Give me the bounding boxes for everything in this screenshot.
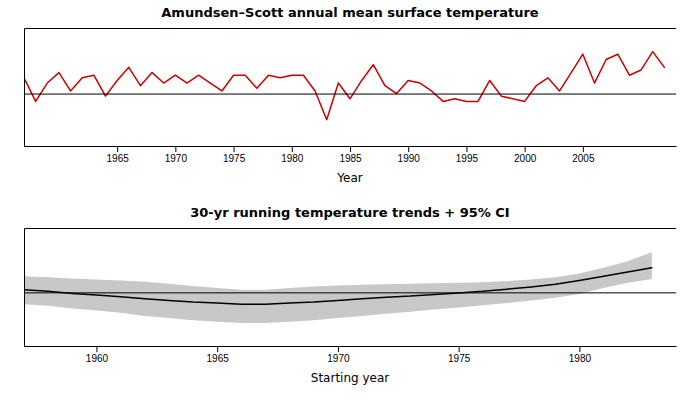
tick-label: 1985	[339, 153, 362, 164]
y-tick	[24, 292, 676, 293]
tick-mark	[408, 146, 409, 152]
grid-line	[24, 292, 676, 293]
x-tick: 1965	[207, 346, 230, 364]
tick-mark	[234, 146, 235, 152]
x-tick: 1975	[223, 146, 246, 164]
line	[24, 52, 664, 120]
x-axis: 1965 1970 1975 1980 1985 1990 1995 2000 2005	[25, 146, 677, 164]
plot-area	[24, 52, 664, 120]
x-tick: 1985	[339, 146, 362, 164]
x-tick: 1980	[569, 346, 592, 364]
x-tick: 1995	[456, 146, 479, 164]
tick-label: 1980	[281, 153, 304, 164]
panel: Amundsen–Scott annual mean surface tempe…	[24, 5, 677, 185]
tick-mark	[466, 146, 467, 152]
x-tick: 1980	[281, 146, 304, 164]
tick-mark	[292, 146, 293, 152]
x-tick: 1965	[107, 146, 130, 164]
tick-label: 1975	[223, 153, 246, 164]
y-tick	[24, 94, 676, 95]
x-axis: 1960 1965 1970 1975 1980	[25, 346, 677, 364]
x-axis-title: Year	[336, 171, 362, 185]
y-axis-line	[25, 29, 677, 147]
tick-label: 1965	[107, 153, 130, 164]
x-tick: 1970	[327, 346, 350, 364]
tick-label: 2000	[514, 153, 537, 164]
y-axis-line	[25, 229, 677, 347]
x-axis-title: Starting year	[311, 371, 390, 385]
tick-label: 1965	[207, 353, 230, 364]
x-axis-line	[25, 346, 677, 347]
tick-label: 1990	[398, 153, 421, 164]
tick-mark	[583, 146, 584, 152]
tick-mark	[579, 346, 580, 352]
tick-mark	[525, 146, 526, 152]
tick-label: 1995	[456, 153, 479, 164]
tick-label: 1975	[448, 353, 471, 364]
x-tick: 1970	[165, 146, 188, 164]
tick-mark	[117, 146, 118, 152]
tick-mark	[338, 346, 339, 352]
figure: Amundsen–Scott annual mean surface tempe…	[0, 0, 700, 400]
tick-label: 1980	[569, 353, 592, 364]
grid-line	[24, 94, 676, 95]
y-axis	[24, 29, 676, 147]
tick-mark	[175, 146, 176, 152]
x-tick: 2000	[514, 146, 537, 164]
title: Amundsen–Scott annual mean surface tempe…	[161, 5, 539, 20]
panel: 30-yr running temperature trends + 95% C…	[24, 205, 677, 385]
tick-mark	[217, 346, 218, 352]
x-tick: 1975	[448, 346, 471, 364]
confidence-band	[24, 252, 652, 323]
x-tick: 1960	[86, 346, 109, 364]
tick-mark	[459, 346, 460, 352]
tick-mark	[350, 146, 351, 152]
tick-label: 2005	[572, 153, 595, 164]
plot-area	[24, 252, 652, 323]
line	[24, 268, 652, 304]
tick-label: 1970	[327, 353, 350, 364]
title: 30-yr running temperature trends + 95% C…	[190, 205, 509, 220]
x-tick: 2005	[572, 146, 595, 164]
x-tick: 1990	[398, 146, 421, 164]
tick-label: 1960	[86, 353, 109, 364]
tick-mark	[96, 346, 97, 352]
tick-label: 1970	[165, 153, 188, 164]
y-axis	[24, 229, 676, 347]
